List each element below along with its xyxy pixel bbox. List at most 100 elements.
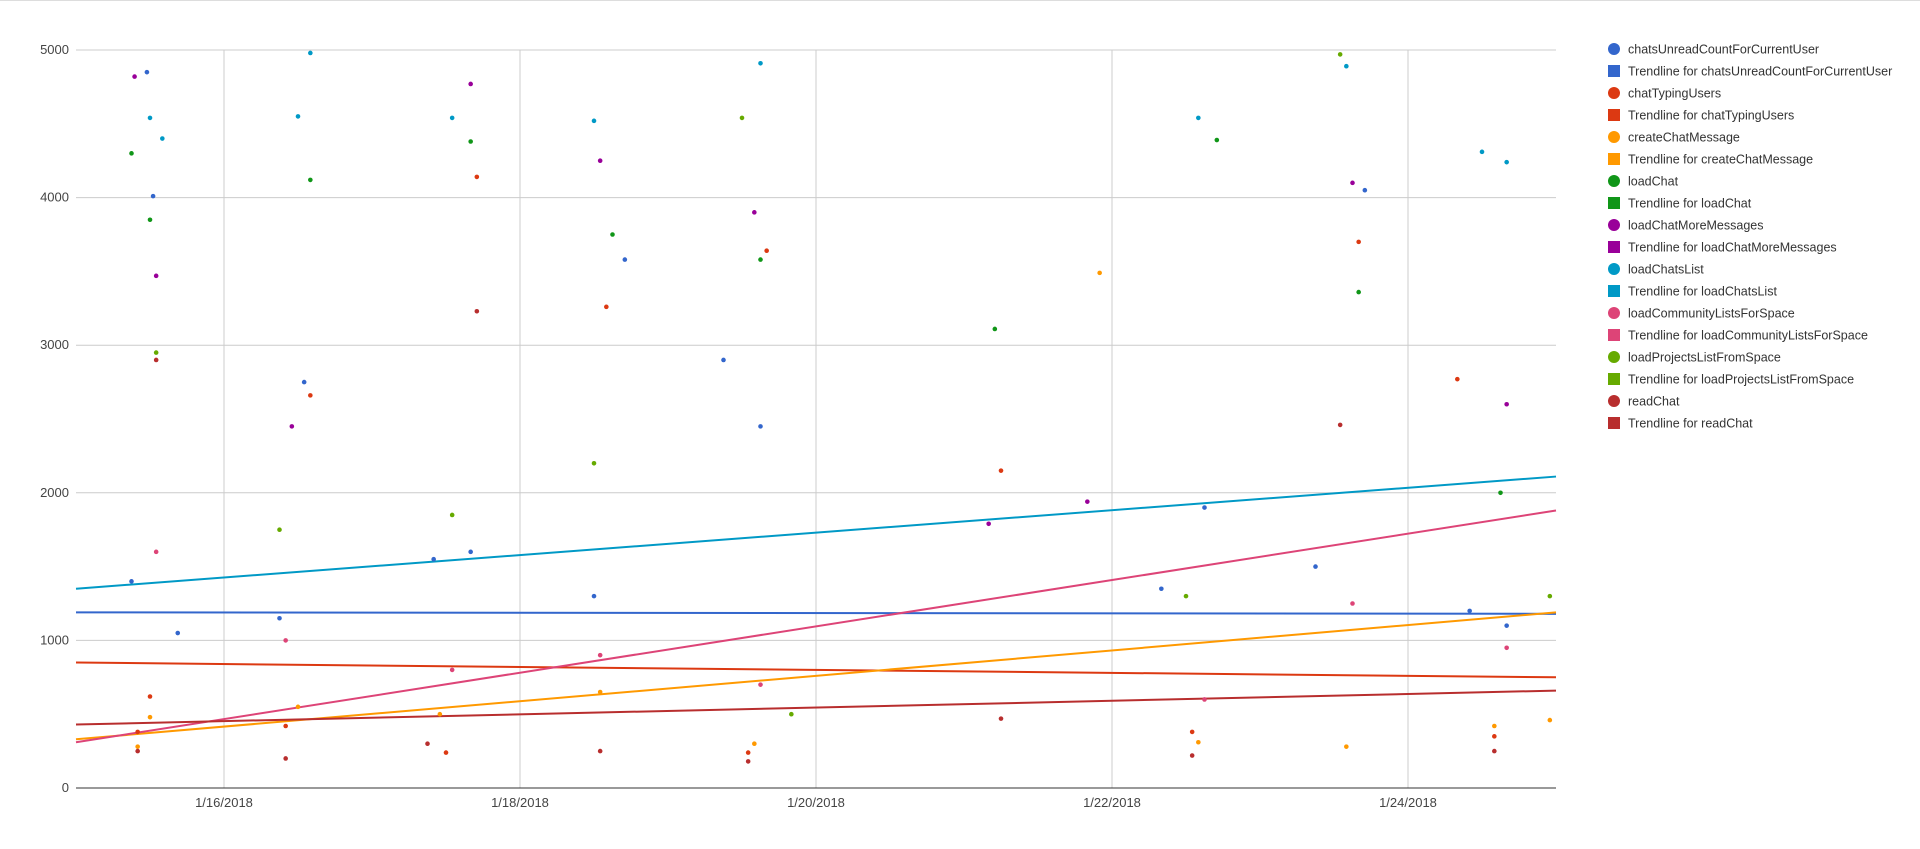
data-point-chats-unread-count-for-current-user [1467, 608, 1472, 614]
legend-marker-square [1608, 65, 1620, 77]
legend-marker-square [1608, 285, 1620, 297]
legend-item[interactable]: Trendline for createChatMessage [1608, 153, 1813, 167]
data-point-chats-unread-count-for-current-user [1362, 187, 1368, 193]
legend-item[interactable]: Trendline for loadProjectsListFromSpace [1608, 373, 1854, 387]
legend-marker-circle [1608, 307, 1620, 319]
data-point-load-chats-list [1479, 149, 1485, 155]
data-point-read-chat [474, 308, 480, 314]
legend-marker-circle [1608, 395, 1620, 407]
legend-item[interactable]: Trendline for loadChatsList [1608, 285, 1777, 299]
legend-marker-circle [1608, 351, 1620, 363]
data-point-create-chat-message [1492, 723, 1497, 729]
data-point-load-projects-list-from-space [739, 115, 745, 121]
data-point-chat-typing-users [135, 729, 140, 735]
trendline-load-chats-list [75, 475, 1557, 590]
legend-marker-square [1608, 153, 1620, 165]
legend-item[interactable]: loadCommunityListsForSpace [1608, 307, 1795, 321]
data-point-load-chat-more-messages [752, 210, 757, 215]
legend-item[interactable]: Trendline for loadChatMoreMessages [1608, 241, 1837, 255]
legend-marker-circle [1608, 263, 1620, 275]
data-point-load-projects-list-from-space [277, 527, 282, 532]
data-point-create-chat-message [437, 711, 443, 717]
data-point-load-community-lists-for-space [597, 652, 603, 658]
x-tick-label: 1/18/2018 [491, 795, 549, 810]
data-point-create-chat-message [295, 704, 301, 710]
data-point-chat-typing-users [147, 694, 153, 699]
data-point-load-projects-list-from-space [789, 711, 794, 717]
data-point-chats-unread-count-for-current-user [129, 579, 134, 584]
data-point-load-chats-list [1344, 63, 1349, 69]
legend[interactable]: chatsUnreadCountForCurrentUser Trendline … [1608, 43, 1892, 431]
data-point-chats-unread-count-for-current-user [1313, 564, 1318, 569]
legend-label: Trendline for loadChatMoreMessages [1628, 241, 1837, 255]
data-points [129, 50, 1553, 764]
data-point-load-chats-list [308, 50, 313, 56]
legend-item[interactable]: loadProjectsListFromSpace [1608, 351, 1781, 365]
y-tick-label: 4000 [40, 190, 69, 205]
legend-label: loadChatMoreMessages [1628, 219, 1764, 233]
y-tick-label: 5000 [40, 42, 69, 57]
legend-item[interactable]: chatTypingUsers [1608, 87, 1721, 101]
legend-item[interactable]: Trendline for chatsUnreadCountForCurrent… [1608, 65, 1892, 79]
data-point-create-chat-message [1196, 739, 1201, 745]
data-point-load-chats-list [758, 60, 763, 66]
trendline-read-chat [75, 689, 1557, 726]
trendline-chats-unread-count-for-current-user [75, 611, 1557, 615]
legend-item[interactable]: Trendline for readChat [1608, 417, 1753, 431]
legend-item[interactable]: createChatMessage [1608, 131, 1740, 145]
legend-label: Trendline for loadChatsList [1628, 285, 1777, 299]
data-point-load-chat [992, 326, 998, 332]
data-point-load-community-lists-for-space [1350, 601, 1355, 606]
legend-item[interactable]: chatsUnreadCountForCurrentUser [1608, 43, 1819, 57]
legend-item[interactable]: Trendline for loadCommunityListsForSpace [1608, 329, 1868, 343]
data-point-create-chat-message [1097, 270, 1102, 276]
data-point-chat-typing-users [1356, 239, 1361, 245]
legend-item[interactable]: loadChatsList [1608, 263, 1704, 277]
legend-marker-square [1608, 417, 1620, 429]
data-point-create-chat-message [135, 744, 140, 749]
legend-marker-square [1608, 197, 1620, 209]
data-point-read-chat [597, 748, 603, 754]
data-point-create-chat-message [597, 689, 603, 695]
legend-item[interactable]: Trendline for loadChat [1608, 197, 1752, 211]
data-point-load-community-lists-for-space [153, 549, 159, 555]
legend-label: chatsUnreadCountForCurrentUser [1628, 43, 1819, 57]
data-point-chat-typing-users [998, 468, 1004, 473]
data-point-read-chat [1492, 748, 1497, 754]
legend-item[interactable]: loadChatMoreMessages [1608, 219, 1764, 233]
data-point-chat-typing-users [474, 174, 480, 180]
gridlines [76, 49, 1556, 788]
data-point-load-chats-list [1196, 115, 1201, 121]
data-point-chat-typing-users [308, 393, 313, 398]
data-point-load-chat-more-messages [132, 74, 137, 79]
data-point-load-projects-list-from-space [153, 350, 159, 355]
data-point-load-chat-more-messages [468, 81, 473, 87]
data-point-load-community-lists-for-space [1202, 697, 1207, 702]
legend-marker-circle [1608, 87, 1620, 99]
data-point-chats-unread-count-for-current-user [721, 357, 726, 363]
data-point-read-chat [153, 357, 159, 363]
legend-item[interactable]: readChat [1608, 395, 1680, 409]
legend-label: loadChatsList [1628, 263, 1704, 277]
data-point-chats-unread-count-for-current-user [277, 615, 282, 621]
data-point-chats-unread-count-for-current-user [1202, 505, 1207, 510]
data-point-load-chat-more-messages [597, 158, 603, 163]
data-point-load-chats-list [295, 114, 301, 119]
data-point-load-chat-more-messages [1085, 499, 1090, 504]
data-point-chat-typing-users [283, 723, 288, 729]
data-point-chats-unread-count-for-current-user [1504, 623, 1509, 628]
legend-item[interactable]: Trendline for chatTypingUsers [1608, 109, 1794, 123]
data-point-load-chat-more-messages [1350, 180, 1355, 186]
legend-marker-circle [1608, 131, 1620, 143]
data-point-create-chat-message [1547, 717, 1553, 723]
data-point-chat-typing-users [604, 304, 609, 310]
legend-label: loadProjectsListFromSpace [1628, 351, 1781, 365]
legend-marker-square [1608, 241, 1620, 253]
data-point-load-community-lists-for-space [1504, 645, 1509, 651]
data-point-load-community-lists-for-space [283, 638, 288, 643]
legend-label: Trendline for readChat [1628, 417, 1753, 431]
data-point-read-chat [1337, 422, 1343, 428]
legend-item[interactable]: loadChat [1608, 175, 1679, 189]
data-point-load-chats-list [591, 118, 597, 124]
data-point-load-chat [1356, 289, 1361, 295]
